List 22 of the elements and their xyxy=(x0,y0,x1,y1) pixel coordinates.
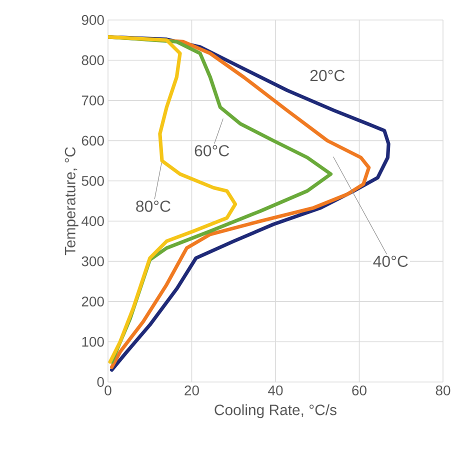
y-tick-label: 900 xyxy=(82,15,104,25)
x-tick-label: 0 xyxy=(104,386,112,396)
x-axis-title: Cooling Rate, °C/s xyxy=(214,404,336,418)
y-tick-label: 700 xyxy=(82,96,104,106)
line-series xyxy=(108,35,238,364)
series-label: 80°C xyxy=(136,200,170,212)
y-tick-label: 200 xyxy=(82,296,104,306)
text: 40°C xyxy=(373,256,408,267)
y-tick-label: 0 xyxy=(97,377,104,387)
y-tick-label: 800 xyxy=(82,55,104,66)
y-tick-label: 400 xyxy=(82,216,104,226)
series-label: 60°C xyxy=(194,145,230,156)
x-tick-label: 60 xyxy=(352,386,366,396)
series-label: 20°C xyxy=(310,70,345,82)
x-tick-label: 40 xyxy=(268,386,283,396)
x-tick-label: 20 xyxy=(184,386,199,396)
x-tick-label: 80 xyxy=(436,386,450,396)
y-tick-label: 600 xyxy=(82,136,104,146)
y-axis-title: Temperature, °C xyxy=(64,147,78,256)
y-tick-label: 100 xyxy=(82,336,104,347)
y-tick-label: 300 xyxy=(82,256,104,266)
y-tick-label: 500 xyxy=(82,176,104,186)
